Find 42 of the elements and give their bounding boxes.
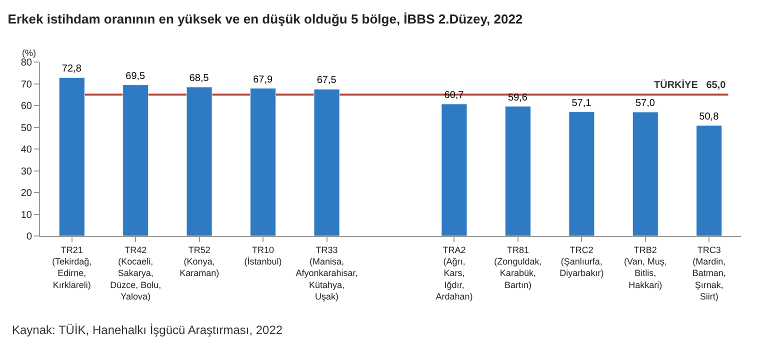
data-label: 68,5 bbox=[189, 73, 210, 84]
y-tick-label: 60 bbox=[20, 101, 32, 112]
data-label: 57,0 bbox=[635, 98, 656, 110]
y-tick-label: 30 bbox=[20, 166, 32, 178]
x-tick-label: TR10 (İstanbul) bbox=[244, 244, 282, 266]
data-label: 69,5 bbox=[126, 70, 146, 82]
x-tick-label: TR21 (Tekirdağ, Edirne, Kırklareli) bbox=[52, 244, 92, 290]
y-tick-label: 0 bbox=[26, 232, 32, 242]
x-tick-label: TR33 (Manisa, Afyonkarahisar, Kütahya, Uşak) bbox=[296, 244, 358, 302]
y-tick-label: 50 bbox=[20, 122, 32, 134]
y-axis-title: (%) bbox=[22, 48, 36, 58]
bar bbox=[568, 112, 595, 236]
x-tick-label: TRA2 (Ağrı, Kars, Iğdır, Ardahan) bbox=[436, 244, 473, 302]
chart-title: Erkek istihdam oranının en yüksek ve en düşük olduğu 5 bölge, İBBS 2.Düzey, 2022 bbox=[8, 11, 523, 26]
y-tick-label: 70 bbox=[20, 79, 32, 90]
bar bbox=[632, 112, 658, 236]
y-tick-label: 80 bbox=[20, 58, 32, 68]
bar bbox=[122, 84, 149, 236]
data-label: 50,8 bbox=[699, 112, 720, 123]
bar bbox=[58, 77, 85, 236]
bar bbox=[314, 88, 340, 236]
bar bbox=[441, 104, 468, 236]
data-label: 57,1 bbox=[572, 98, 592, 109]
x-tick-label: TRB2 (Van, Muş, Bitlis, Hakkari) bbox=[624, 244, 667, 290]
y-tick-label: 10 bbox=[20, 210, 32, 221]
data-label: 67,5 bbox=[316, 75, 337, 86]
y-tick-label: 20 bbox=[20, 188, 32, 199]
data-label: 67,9 bbox=[253, 74, 273, 86]
x-tick-label: TR42 (Kocaeli, Sakarya, Düzce, Bolu, Yalova) bbox=[110, 244, 162, 302]
x-tick-label: TR52 (Konya, Karaman) bbox=[180, 244, 220, 278]
data-label: 72,8 bbox=[62, 64, 82, 75]
bar bbox=[696, 125, 722, 236]
text: Kaynak: TÜİK, Hanehalkı İşgücü Araştırması, 2022 bbox=[12, 323, 283, 337]
x-tick-label: TR81 (Zonguldak, Karabük, Bartın) bbox=[494, 244, 542, 290]
data-label: 59,6 bbox=[508, 92, 528, 104]
bar bbox=[186, 86, 212, 236]
ref-line-label: TÜRKİYE 65,0 bbox=[654, 79, 726, 91]
y-tick-label: 40 bbox=[20, 144, 32, 156]
bar bbox=[250, 88, 276, 236]
bar bbox=[504, 106, 531, 236]
x-tick-label: TRC2 (Şanlıurfa, Diyarbakır) bbox=[560, 244, 604, 278]
x-tick-label: TRC3 (Mardin, Batman, Şırnak, Siirt) bbox=[692, 244, 726, 302]
